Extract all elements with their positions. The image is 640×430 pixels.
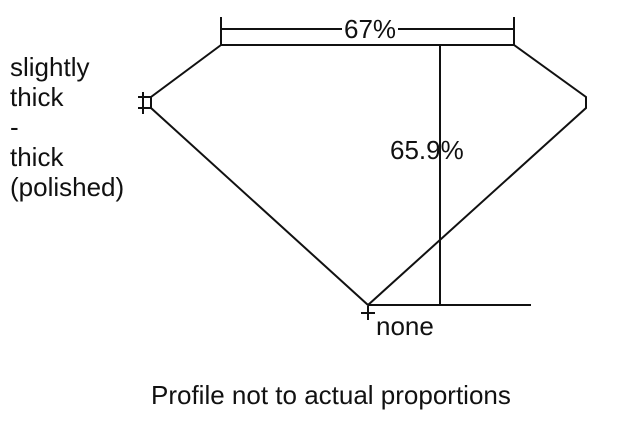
girdle-label: slightly thick - thick (polished) xyxy=(10,52,124,202)
girdle-label-line: slightly xyxy=(10,52,90,82)
caption: Profile not to actual proportions xyxy=(151,380,511,410)
girdle-label-line: thick xyxy=(10,82,64,112)
girdle-label-line: (polished) xyxy=(10,172,125,202)
culet-label: none xyxy=(376,311,434,341)
girdle-label-line: thick xyxy=(10,142,64,172)
girdle-label-line: - xyxy=(10,112,19,142)
gem-outline xyxy=(150,44,587,307)
table-percentage: 67% xyxy=(342,14,399,44)
depth-percentage: 65.9% xyxy=(390,135,464,165)
